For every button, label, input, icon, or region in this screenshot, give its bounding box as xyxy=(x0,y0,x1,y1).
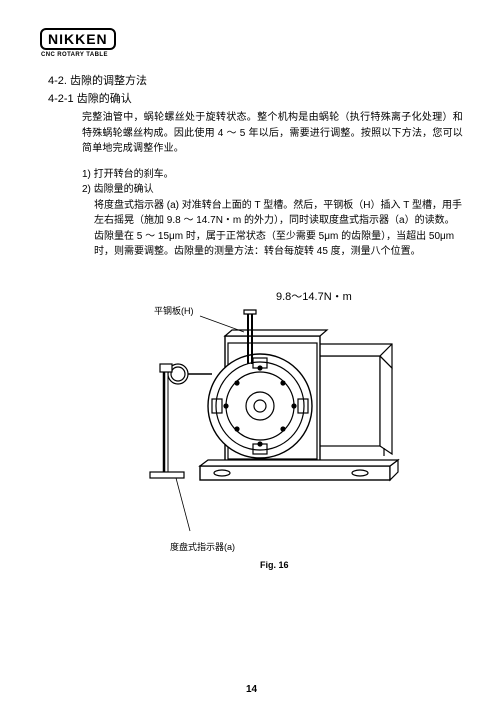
figure-wrapper: 9.8～14.7N・m 平钢板(H) xyxy=(40,288,463,578)
section: 4-2. 齿隙的调整方法 4-2-1 齿隙的确认 完整油管中，蜗轮螺丝处于旋转状… xyxy=(48,72,463,260)
list-item-2-1: 将度盘式指示器 (a) 对准转台上面的 T 型槽。然后，平钢板（H）插入 T 型… xyxy=(94,198,463,229)
intro-paragraph: 完整油管中，蜗轮螺丝处于旋转状态。整个机构是由蜗轮（执行特殊离子化处理）和特殊蜗… xyxy=(82,110,463,157)
page-number: 14 xyxy=(0,684,503,695)
dial-indicator-label: 度盘式指示器(a) xyxy=(170,540,235,553)
brand-subtitle: CNC ROTARY TABLE xyxy=(41,52,463,58)
rotary-table-diagram xyxy=(140,296,400,546)
heading-4-2-1: 4-2-1 齿隙的确认 xyxy=(48,90,463,106)
figure-caption: Fig. 16 xyxy=(260,560,289,570)
list-item-2: 2) 齿隙量的确认 xyxy=(82,182,463,198)
list-item-1: 1) 打开转台的刹车。 xyxy=(82,167,463,183)
brand-header: NIKKEN CNC ROTARY TABLE xyxy=(40,28,463,58)
procedure-list: 1) 打开转台的刹车。 2) 齿隙量的确认 将度盘式指示器 (a) 对准转台上面… xyxy=(82,167,463,260)
list-item-2-2: 齿隙量在 5 ～ 15μm 时，属于正常状态（至少需要 5μm 的齿隙量），当超… xyxy=(94,229,463,260)
heading-4-2: 4-2. 齿隙的调整方法 xyxy=(48,72,463,88)
brand-logo: NIKKEN xyxy=(40,28,116,50)
page: NIKKEN CNC ROTARY TABLE 4-2. 齿隙的调整方法 4-2… xyxy=(0,0,503,578)
